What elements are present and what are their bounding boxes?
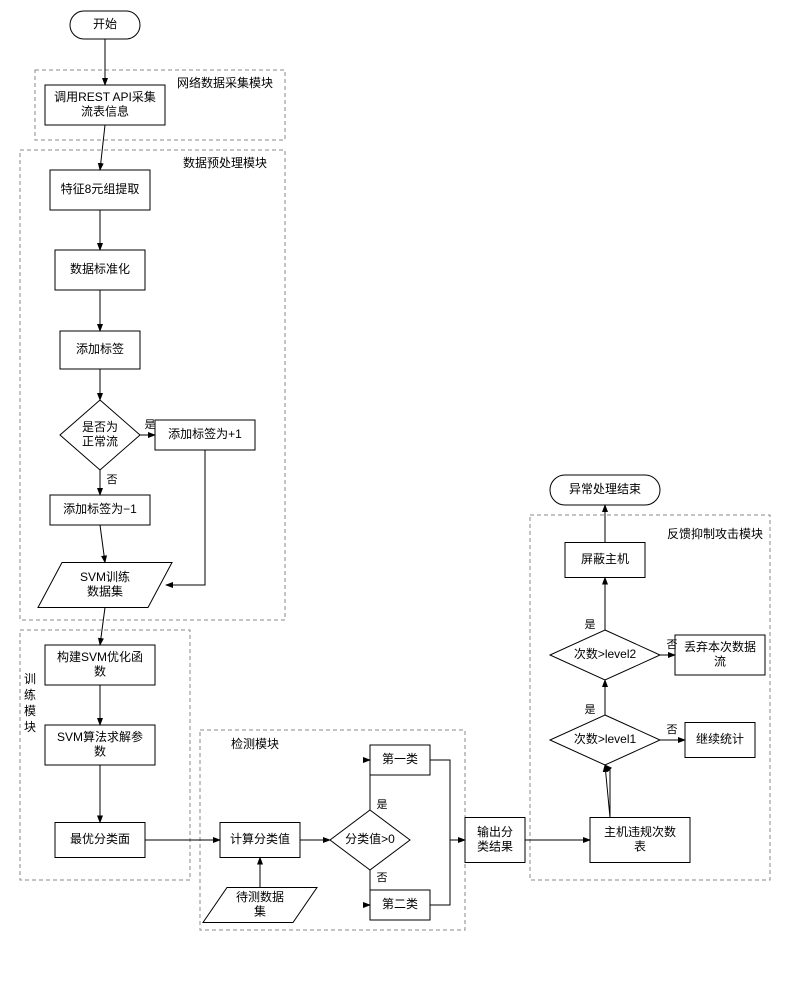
svg-text:是: 是 — [145, 418, 156, 431]
svg-text:异常处理结束: 异常处理结束 — [569, 482, 641, 496]
flowchart-diagram: 网络数据采集模块数据预处理模块训练模块检测模块 反馈抑制攻击模块 开始调用REST … — [0, 0, 789, 1000]
svg-text:是: 是 — [585, 703, 596, 716]
svg-text:否: 否 — [377, 872, 388, 884]
svg-text:检测模块: 检测模块 — [231, 736, 279, 751]
svg-text:SVM训练: SVM训练 — [80, 569, 130, 584]
svg-text:是否为: 是否为 — [82, 420, 118, 434]
svg-text:继续统计: 继续统计 — [696, 732, 744, 746]
svg-text:模: 模 — [24, 704, 36, 718]
svg-text:正常流: 正常流 — [82, 434, 118, 448]
svg-text:类结果: 类结果 — [477, 839, 513, 853]
svg-text:第二类: 第二类 — [382, 897, 418, 911]
svg-text:添加标签: 添加标签 — [76, 341, 124, 356]
svg-text:计算分类值: 计算分类值 — [230, 831, 290, 846]
svg-text:分类值>0: 分类值>0 — [345, 831, 395, 846]
svg-text:数据标准化: 数据标准化 — [70, 261, 130, 276]
svg-text:最优分类面: 最优分类面 — [70, 832, 130, 846]
svg-text:数据集: 数据集 — [87, 583, 123, 598]
svg-text:第一类: 第一类 — [382, 752, 418, 766]
svg-text:表: 表 — [634, 839, 646, 853]
svg-text:反馈抑制攻击模块: 反馈抑制攻击模块 — [667, 526, 763, 541]
svg-text:否: 否 — [667, 639, 678, 651]
svg-text:次数>level2: 次数>level2 — [574, 646, 637, 661]
svg-text:网络数据采集模块: 网络数据采集模块 — [177, 75, 273, 90]
svg-text:否: 否 — [667, 724, 678, 736]
svg-text:添加标签为+1: 添加标签为+1 — [168, 426, 242, 441]
svg-text:开始: 开始 — [93, 17, 117, 31]
svg-text:次数>level1: 次数>level1 — [574, 731, 637, 746]
svg-text:屏蔽主机: 屏蔽主机 — [581, 552, 629, 566]
svg-text:主机违规次数: 主机违规次数 — [604, 824, 676, 839]
svg-text:块: 块 — [24, 720, 36, 734]
svg-text:SVM算法求解参: SVM算法求解参 — [57, 729, 143, 744]
svg-text:构建SVM优化函: 构建SVM优化函 — [57, 649, 143, 664]
svg-text:添加标签为−1: 添加标签为−1 — [63, 501, 137, 516]
svg-text:数据预处理模块: 数据预处理模块 — [183, 155, 267, 170]
svg-text:是: 是 — [585, 618, 596, 631]
svg-text:丢弃本次数据: 丢弃本次数据 — [684, 639, 756, 654]
svg-text:输出分: 输出分 — [477, 824, 513, 839]
svg-text:调用REST API采集: 调用REST API采集 — [54, 89, 156, 104]
svg-text:集: 集 — [254, 903, 266, 918]
svg-text:是: 是 — [377, 798, 388, 811]
svg-text:否: 否 — [107, 474, 118, 486]
svg-text:流: 流 — [714, 654, 726, 668]
svg-text:训: 训 — [24, 672, 36, 686]
svg-text:特征8元组提取: 特征8元组提取 — [61, 181, 140, 196]
svg-text:数: 数 — [94, 743, 106, 758]
svg-text:数: 数 — [94, 663, 106, 678]
svg-text:练: 练 — [24, 687, 36, 702]
svg-text:流表信息: 流表信息 — [81, 103, 129, 118]
svg-text:待测数据: 待测数据 — [236, 889, 284, 904]
